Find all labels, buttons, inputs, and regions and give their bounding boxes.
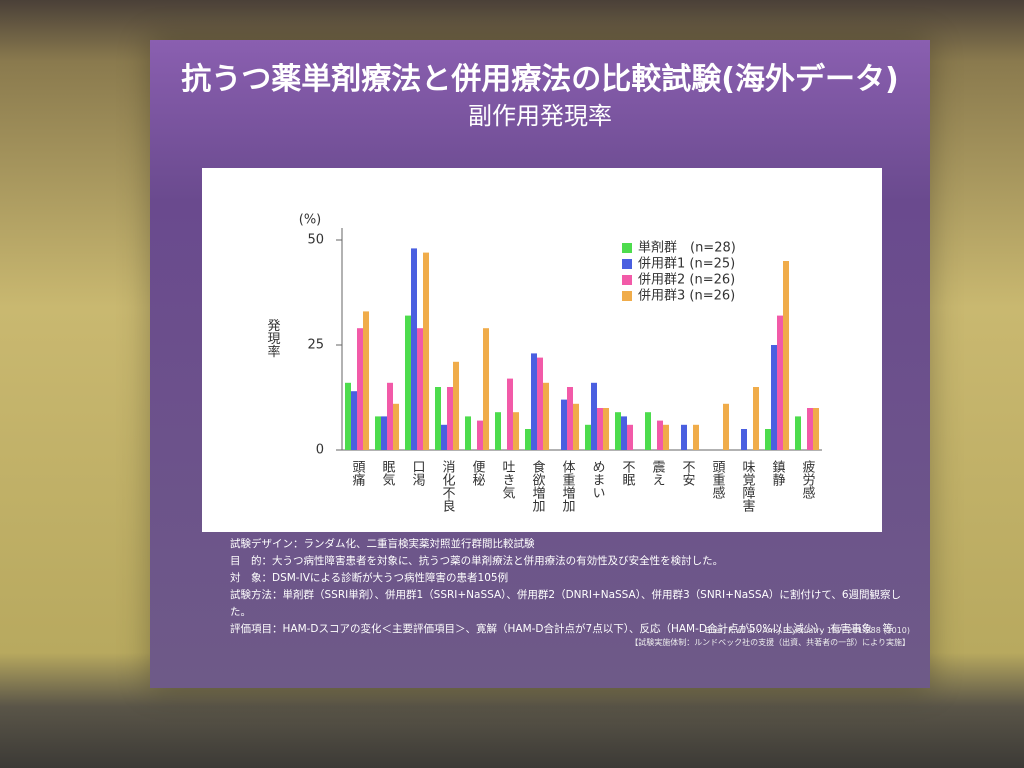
bar — [753, 387, 759, 450]
x-tick-label: 眠気 — [380, 460, 396, 487]
bar — [393, 403, 399, 450]
bar — [723, 403, 729, 450]
bar — [813, 408, 819, 450]
x-tick-label: 震え — [650, 460, 666, 486]
x-tick-label: 不眠 — [620, 460, 636, 487]
bar — [591, 382, 597, 450]
note-line: 目 的：大うつ病性障害患者を対象に、抗うつ薬の単剤療法と併用療法の有効性及び安全… — [230, 555, 724, 567]
x-tick-label: 頭重感 — [710, 460, 726, 499]
bar — [603, 408, 609, 450]
x-tick-label: 便秘 — [470, 460, 486, 486]
note-line: 試験デザイン：ランダム化、二重盲検実薬対照並行群間比較試験 — [230, 538, 535, 550]
legend-label: 併用群3 (n=26) — [638, 289, 735, 304]
bar — [417, 328, 423, 450]
x-tick-label: 吐き気 — [500, 460, 516, 500]
legend-swatch — [622, 291, 632, 301]
bar — [507, 378, 513, 450]
bar — [375, 416, 381, 450]
bar — [693, 424, 699, 450]
bar — [387, 382, 393, 450]
note-line: 試験方法：単剤群（SSRI単剤）、併用群1（SSRI+NaSSA）、併用群2（D… — [230, 589, 902, 618]
bar — [531, 353, 537, 450]
bar — [621, 416, 627, 450]
note-line: 対 象：DSM-IVによる診断が大うつ病性障害の患者105例 — [230, 572, 509, 584]
x-tick-label: 不安 — [680, 460, 696, 486]
x-tick-label: 体重増加 — [560, 460, 576, 513]
note-line: 評価項目：HAM-Dスコアの変化＜主要評価項目＞、寛解（HAM-D合計点が7点以… — [230, 623, 894, 635]
bar — [423, 252, 429, 450]
bar — [357, 328, 363, 450]
bar — [483, 328, 489, 450]
x-tick-label: 頭痛 — [350, 460, 366, 487]
bar — [351, 391, 357, 450]
bar — [741, 429, 747, 450]
bar — [513, 412, 519, 450]
x-tick-label: 食欲増加 — [530, 459, 546, 513]
bar — [615, 412, 621, 450]
bar — [663, 424, 669, 450]
bar — [567, 387, 573, 450]
bar — [405, 315, 411, 450]
bar — [447, 387, 453, 450]
bar — [807, 408, 813, 450]
notes: 試験デザイン：ランダム化、二重盲検実薬対照並行群間比較試験目 的：大うつ病性障害… — [230, 536, 910, 638]
slide-title: 抗うつ薬単剤療法と併用療法の比較試験(海外データ) — [181, 62, 899, 97]
bar — [777, 315, 783, 450]
bar — [585, 424, 591, 450]
y-unit: (%) — [299, 213, 322, 228]
legend-swatch — [622, 275, 632, 285]
slide: 抗うつ薬単剤療法と併用療法の比較試験(海外データ) 副作用発現率 (%) 発現率… — [150, 40, 930, 688]
bar — [543, 382, 549, 450]
bar — [453, 361, 459, 450]
x-tick-label: めまい — [590, 460, 605, 499]
chart: (%) 発現率 02550頭痛 眠気 口渇 消化不良 便秘 吐き気 食欲増加 体重増加 めまい不… — [202, 168, 882, 532]
legend-label: 併用群1 (n=25) — [638, 257, 735, 272]
bar — [363, 311, 369, 450]
bar — [597, 408, 603, 450]
bar — [411, 248, 417, 450]
bar — [345, 382, 351, 450]
bar — [657, 420, 663, 450]
bar — [573, 403, 579, 450]
bar — [771, 345, 777, 450]
x-tick-label: 消化不良 — [440, 460, 456, 512]
x-tick-label: 疲労感 — [800, 459, 816, 499]
bar — [435, 387, 441, 450]
bar — [627, 424, 633, 450]
bar — [783, 261, 789, 450]
citation-line: Blier, P. et al.: Am J Psychiatry 167: 2… — [704, 626, 910, 635]
legend-swatch — [622, 243, 632, 253]
bar — [495, 412, 501, 450]
legend-label: 併用群2 (n=26) — [638, 273, 735, 288]
bar — [681, 424, 687, 450]
y-tick-label: 0 — [316, 443, 324, 458]
y-tick-label: 50 — [307, 233, 324, 248]
bar — [441, 424, 447, 450]
legend-swatch — [622, 259, 632, 269]
legend-label: 単剤群 (n=28) — [638, 240, 736, 256]
slide-subtitle: 副作用発現率 — [468, 102, 612, 130]
bar — [465, 416, 471, 450]
x-tick-label: 鎮静 — [770, 459, 786, 486]
bar — [561, 399, 567, 450]
citation-line: 【試験実施体制：ルンドベック社の支援（出資、共著者の一部）により実施】 — [630, 638, 910, 647]
bar — [795, 416, 801, 450]
bar — [537, 357, 543, 450]
y-tick-label: 25 — [307, 338, 324, 353]
bar — [525, 429, 531, 450]
x-tick-label: 味覚障害 — [740, 460, 756, 513]
bar — [765, 429, 771, 450]
citation: Blier, P. et al.: Am J Psychiatry 167: 2… — [630, 625, 910, 649]
bar — [381, 416, 387, 450]
y-axis-label: 発現率 — [265, 319, 281, 358]
bar — [645, 412, 651, 450]
chart-panel — [202, 168, 882, 532]
x-tick-label: 口渇 — [410, 460, 426, 487]
bar — [477, 420, 483, 450]
